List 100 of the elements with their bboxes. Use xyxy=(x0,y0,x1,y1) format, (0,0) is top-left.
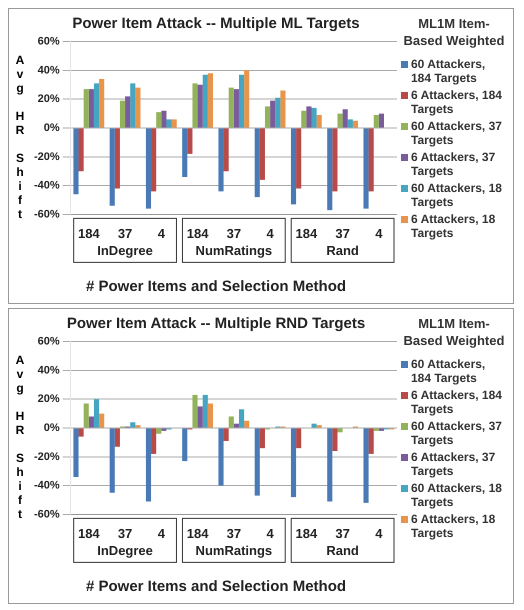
legend-title: ML1M Item-Based Weighted xyxy=(402,15,506,49)
text: NumRatings xyxy=(196,542,272,558)
x-tick-label: 184 xyxy=(78,526,100,541)
x-tick-label: 4 xyxy=(375,526,384,541)
bar xyxy=(374,115,379,128)
bar xyxy=(311,424,317,428)
bar xyxy=(342,109,348,128)
legend-label: 6 Attackers, 18 Targets xyxy=(411,212,496,240)
chart-title: Power Item Attack -- Multiple ML Targets xyxy=(72,15,360,32)
bar xyxy=(110,428,115,493)
legend-label: 60 Attackers, 37 Targets xyxy=(411,119,503,147)
bar xyxy=(84,404,89,428)
bar xyxy=(187,128,192,154)
bar xyxy=(254,128,260,198)
bar xyxy=(94,83,100,128)
bar xyxy=(198,406,203,428)
bar xyxy=(275,98,280,128)
bar xyxy=(208,73,213,128)
bar xyxy=(264,106,270,128)
x-axis-title: # Power Items and Selection Method xyxy=(86,578,346,595)
bar xyxy=(161,110,166,128)
y-tick-label: 60% xyxy=(38,336,60,348)
y-tick-label: -60% xyxy=(34,208,60,220)
bar xyxy=(151,128,156,192)
legend-label: 60 Attackers, 18 Targets xyxy=(411,181,503,209)
bar xyxy=(290,128,296,204)
bar xyxy=(192,394,198,428)
legend-label: 6 Attackers, 184 Targets xyxy=(411,88,503,116)
x-tick-label: 184 xyxy=(78,226,100,241)
bar xyxy=(238,409,244,428)
bar xyxy=(182,428,188,462)
bar xyxy=(202,74,208,128)
bar xyxy=(234,424,239,428)
bar xyxy=(352,120,358,128)
bar xyxy=(172,119,177,128)
text: Avg HR Shift xyxy=(16,53,24,221)
bar xyxy=(208,404,213,428)
bar xyxy=(311,108,317,128)
bar xyxy=(120,100,126,128)
bar xyxy=(280,90,286,128)
bar xyxy=(73,128,79,194)
x-tick-label: 37 xyxy=(335,526,350,541)
bar xyxy=(99,79,104,128)
bar xyxy=(296,428,302,448)
bar xyxy=(301,110,306,128)
text: Rand xyxy=(326,242,359,258)
bar xyxy=(182,128,188,177)
legend-label: 60 Attackers, 184 Targets xyxy=(411,357,486,385)
y-tick-label: -20% xyxy=(34,450,60,463)
bar xyxy=(368,428,374,454)
x-tick-label: 184 xyxy=(296,526,318,541)
y-tick-label: 0% xyxy=(44,122,60,134)
bar xyxy=(192,83,198,128)
bar xyxy=(337,428,343,432)
y-tick-label: -60% xyxy=(34,508,60,520)
bar xyxy=(260,128,265,180)
bar xyxy=(84,89,89,128)
text: Avg HR Shift xyxy=(16,353,24,521)
legend-label: 6 Attackers, 37 Targets xyxy=(411,150,496,178)
x-tick-label: 4 xyxy=(266,226,274,241)
x-tick-label: 4 xyxy=(375,226,384,241)
bar xyxy=(198,84,203,128)
bar xyxy=(327,428,332,502)
bar xyxy=(348,119,353,128)
legend-label: 6 Attackers, 18 Targets xyxy=(411,512,496,540)
bar xyxy=(224,128,229,172)
bar xyxy=(218,128,224,192)
x-tick-label: 37 xyxy=(226,526,242,541)
text: InDegree xyxy=(97,242,153,258)
x-tick-label: 4 xyxy=(158,226,166,241)
y-tick-label: -40% xyxy=(34,480,60,492)
text: Rand xyxy=(326,542,359,558)
bar xyxy=(202,394,208,428)
bar xyxy=(316,115,322,128)
bar xyxy=(224,428,229,441)
bar xyxy=(146,428,152,502)
bar xyxy=(78,428,84,437)
bar xyxy=(125,96,130,128)
x-tick-label: 37 xyxy=(226,226,242,241)
y-tick-label: 20% xyxy=(38,93,60,106)
y-tick-label: 40% xyxy=(38,364,60,376)
legend-label: 6 Attackers, 184 Targets xyxy=(411,388,503,416)
text: NumRatings xyxy=(196,242,272,258)
x-tick-label: 37 xyxy=(118,526,132,541)
bar xyxy=(363,128,369,209)
bar xyxy=(94,399,100,428)
bar xyxy=(130,422,136,428)
x-tick-label: 184 xyxy=(186,226,210,241)
bar xyxy=(290,428,296,498)
bar xyxy=(135,88,140,128)
bar xyxy=(234,89,239,128)
bar xyxy=(156,112,162,128)
bar xyxy=(218,428,224,486)
y-tick-label: 0% xyxy=(44,422,60,434)
y-tick-label: -40% xyxy=(34,180,60,192)
bar xyxy=(166,119,172,128)
bar xyxy=(337,114,343,128)
y-tick-label: 20% xyxy=(38,393,60,406)
y-tick-label: 40% xyxy=(38,64,60,76)
bar xyxy=(244,70,250,128)
